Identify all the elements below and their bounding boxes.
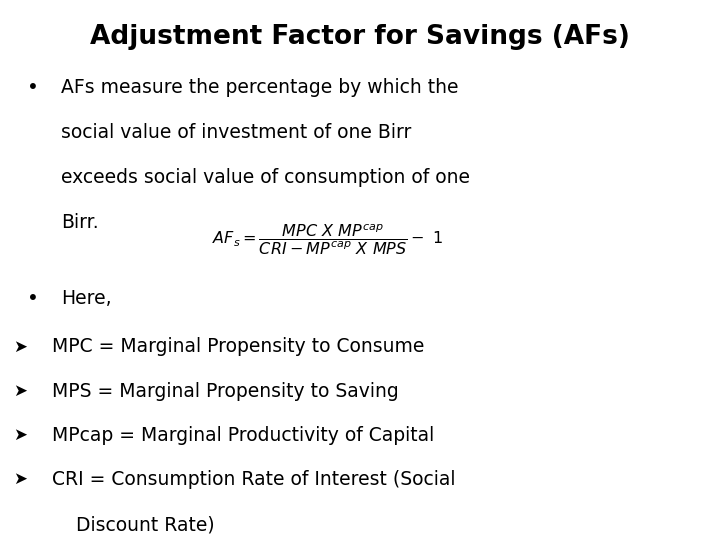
Text: AFs measure the percentage by which the: AFs measure the percentage by which the — [61, 78, 459, 97]
Text: •: • — [27, 78, 39, 97]
Text: ➤: ➤ — [13, 426, 27, 444]
Text: CRI = Consumption Rate of Interest (Social: CRI = Consumption Rate of Interest (Soci… — [52, 470, 455, 489]
Text: Here,: Here, — [61, 289, 112, 308]
Text: Adjustment Factor for Savings (AFs): Adjustment Factor for Savings (AFs) — [90, 24, 630, 50]
Text: exceeds social value of consumption of one: exceeds social value of consumption of o… — [61, 168, 470, 187]
Text: MPS = Marginal Propensity to Saving: MPS = Marginal Propensity to Saving — [52, 382, 399, 401]
Text: MPC = Marginal Propensity to Consume: MPC = Marginal Propensity to Consume — [52, 338, 424, 356]
Text: ➤: ➤ — [13, 470, 27, 488]
Text: Discount Rate): Discount Rate) — [52, 515, 215, 534]
Text: MPcap = Marginal Productivity of Capital: MPcap = Marginal Productivity of Capital — [52, 426, 434, 445]
Text: ➤: ➤ — [13, 382, 27, 400]
Text: ➤: ➤ — [13, 338, 27, 355]
Text: $\mathit{AF_s} = \dfrac{\mathit{MPC\ X\ MP^{cap}}}{\mathit{CRI - MP^{cap}\ X\ MP: $\mathit{AF_s} = \dfrac{\mathit{MPC\ X\ … — [212, 223, 444, 258]
Text: •: • — [27, 289, 39, 308]
Text: Birr.: Birr. — [61, 213, 99, 232]
Text: social value of investment of one Birr: social value of investment of one Birr — [61, 123, 412, 142]
